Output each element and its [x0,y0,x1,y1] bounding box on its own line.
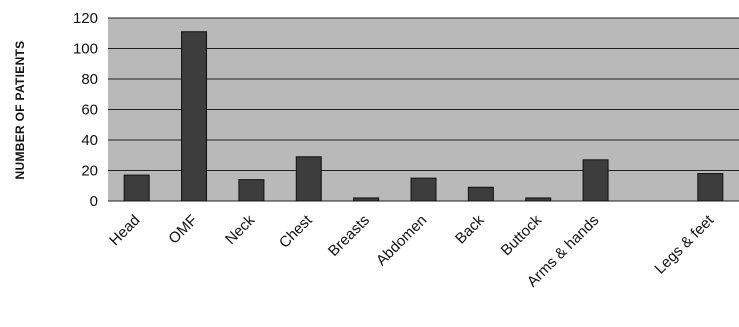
bar [582,159,609,202]
y-axis-label: NUMBER OF PATIENTS [13,41,27,180]
bar [123,174,150,202]
category-label: Breasts [325,212,373,260]
category-label: OMF [165,212,201,248]
category-label: Abdomen [373,212,430,269]
y-tick-label: 60 [81,102,98,119]
y-tick-label: 100 [73,41,98,58]
bars [123,31,724,202]
y-tick-label: 40 [81,132,98,149]
category-label: Back [452,211,488,247]
bar [353,197,380,202]
y-tick-label: 0 [90,193,98,210]
category-label: Chest [276,211,316,251]
bar [410,177,437,202]
y-tick-label: 80 [81,71,98,88]
bar [525,197,552,202]
bar [295,156,322,202]
category-label: Head [106,212,143,249]
category-label: Legs & feet [651,211,717,277]
bar [238,179,265,202]
gridlines [108,17,739,202]
bar [697,173,724,202]
bar [467,186,494,202]
y-axis-ticks: 0 20 40 60 80 100 120 [73,10,98,210]
bar [181,31,208,202]
category-labels: Head OMF Neck Chest Breasts Abdomen Back Buttoc… [106,211,718,290]
y-tick-label: 120 [73,10,98,27]
category-label: Neck [222,211,259,248]
y-tick-label: 20 [81,163,98,180]
category-label: Buttock [498,211,546,259]
